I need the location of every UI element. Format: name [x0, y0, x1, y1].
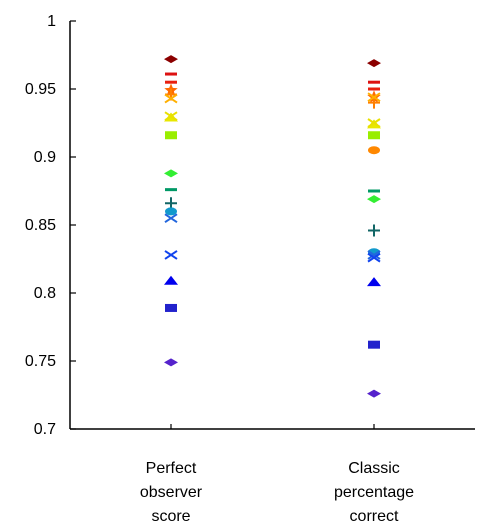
- data-point-minus: [368, 189, 380, 193]
- y-tick-label: 1: [47, 13, 56, 30]
- data-point-x: [367, 250, 381, 260]
- data-point-triangle: [367, 277, 381, 287]
- data-point-circle: [368, 146, 380, 155]
- y-tick-label: 0.95: [25, 81, 56, 98]
- data-point-circle: [368, 248, 380, 257]
- x-category-label: percentage: [334, 484, 414, 501]
- data-point-diamond: [367, 59, 381, 68]
- data-points: [164, 55, 381, 398]
- data-point-x: [367, 92, 381, 102]
- data-point-square: [165, 131, 177, 140]
- data-point-x: [164, 250, 178, 260]
- data-point-plus: [368, 96, 380, 109]
- data-point-plus: [368, 224, 380, 237]
- data-point-x: [367, 252, 381, 263]
- data-point-square: [368, 340, 380, 349]
- y-tick-label: 0.85: [25, 217, 56, 234]
- data-point-triangle: [164, 275, 178, 285]
- data-point-x: [164, 213, 178, 224]
- data-point-diamond: [367, 195, 381, 204]
- data-point-minus: [368, 80, 380, 84]
- y-tick-label: 0.7: [34, 421, 56, 438]
- data-point-x: [164, 111, 178, 122]
- data-point-minus: [165, 72, 177, 76]
- data-point-diamond: [164, 169, 178, 178]
- x-category-label: Perfect: [146, 460, 197, 477]
- data-point-diamond: [164, 358, 178, 367]
- data-point-square: [165, 303, 177, 312]
- data-point-x: [367, 118, 381, 128]
- data-point-minus: [165, 80, 177, 84]
- x-axis-labels: Perfect observer score Classic percentage cor…: [140, 424, 414, 525]
- data-point-diamond: [164, 55, 178, 64]
- y-tick-label: 0.75: [25, 353, 56, 370]
- data-point-minus: [368, 87, 380, 91]
- x-category-label: Classic: [348, 460, 400, 477]
- data-point-diamond: [367, 389, 381, 398]
- data-point-square: [368, 131, 380, 140]
- x-category-label: score: [151, 508, 190, 525]
- x-category-label: observer: [140, 484, 203, 501]
- data-point-circle: [165, 207, 177, 216]
- y-tick-label: 0.9: [34, 149, 56, 166]
- data-point-minus: [165, 188, 177, 192]
- data-point-x: [164, 93, 178, 104]
- y-axis-ticks: 0.7 0.75 0.8 0.85 0.9 0.95 1: [25, 13, 76, 438]
- x-category-label: correct: [350, 508, 399, 525]
- y-tick-label: 0.8: [34, 285, 56, 302]
- axes: [69, 21, 475, 430]
- data-point-plus: [165, 197, 177, 210]
